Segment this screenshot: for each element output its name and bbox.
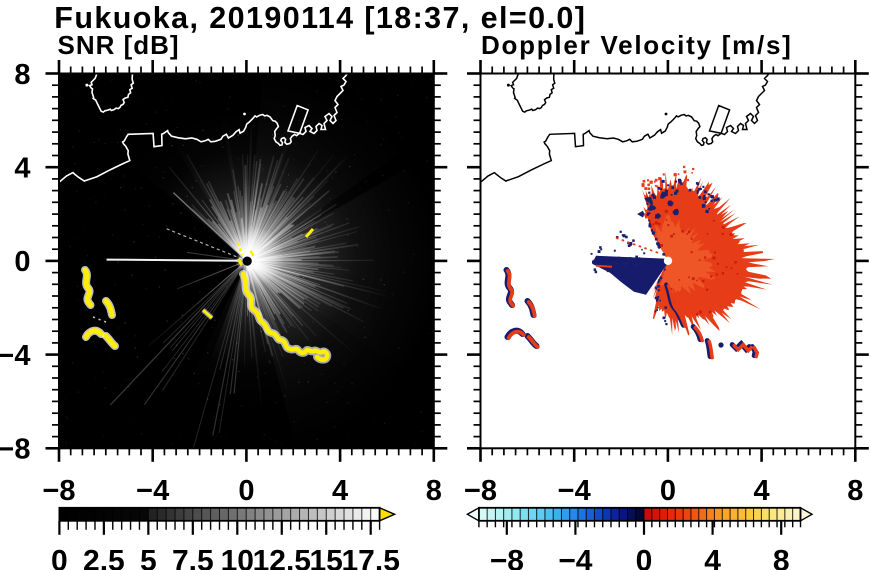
svg-text:−8: −8 [490, 545, 524, 570]
svg-text:2.5: 2.5 [83, 545, 125, 570]
svg-text:10: 10 [221, 545, 254, 570]
svg-text:−8: −8 [0, 434, 31, 466]
svg-text:8: 8 [14, 59, 30, 91]
svg-text:−4: −4 [558, 475, 591, 507]
svg-text:4: 4 [704, 545, 721, 570]
svg-text:4: 4 [754, 475, 770, 507]
svg-text:4: 4 [332, 475, 348, 507]
svg-text:0: 0 [51, 545, 68, 570]
svg-text:−8: −8 [42, 475, 75, 507]
svg-text:Doppler Velocity [m/s]: Doppler Velocity [m/s] [481, 30, 793, 60]
svg-text:5: 5 [140, 545, 157, 570]
svg-text:8: 8 [426, 475, 442, 507]
svg-text:8: 8 [773, 545, 790, 570]
svg-text:8: 8 [847, 475, 863, 507]
svg-text:0: 0 [660, 475, 676, 507]
svg-text:4: 4 [14, 153, 30, 185]
svg-text:0: 0 [14, 246, 30, 278]
svg-text:0: 0 [238, 475, 254, 507]
svg-text:0: 0 [636, 545, 653, 570]
svg-text:Fukuoka, 20190114 [18:37, el=0: Fukuoka, 20190114 [18:37, el=0.0] [54, 1, 586, 35]
svg-text:−8: −8 [464, 475, 497, 507]
svg-text:17.5: 17.5 [342, 545, 400, 570]
svg-text:12.5: 12.5 [253, 545, 311, 570]
svg-text:SNR [dB]: SNR [dB] [58, 30, 180, 60]
svg-text:15: 15 [310, 545, 343, 570]
svg-text:−4: −4 [0, 340, 31, 372]
svg-text:−4: −4 [136, 475, 169, 507]
svg-text:7.5: 7.5 [172, 545, 214, 570]
svg-text:−4: −4 [558, 545, 593, 570]
